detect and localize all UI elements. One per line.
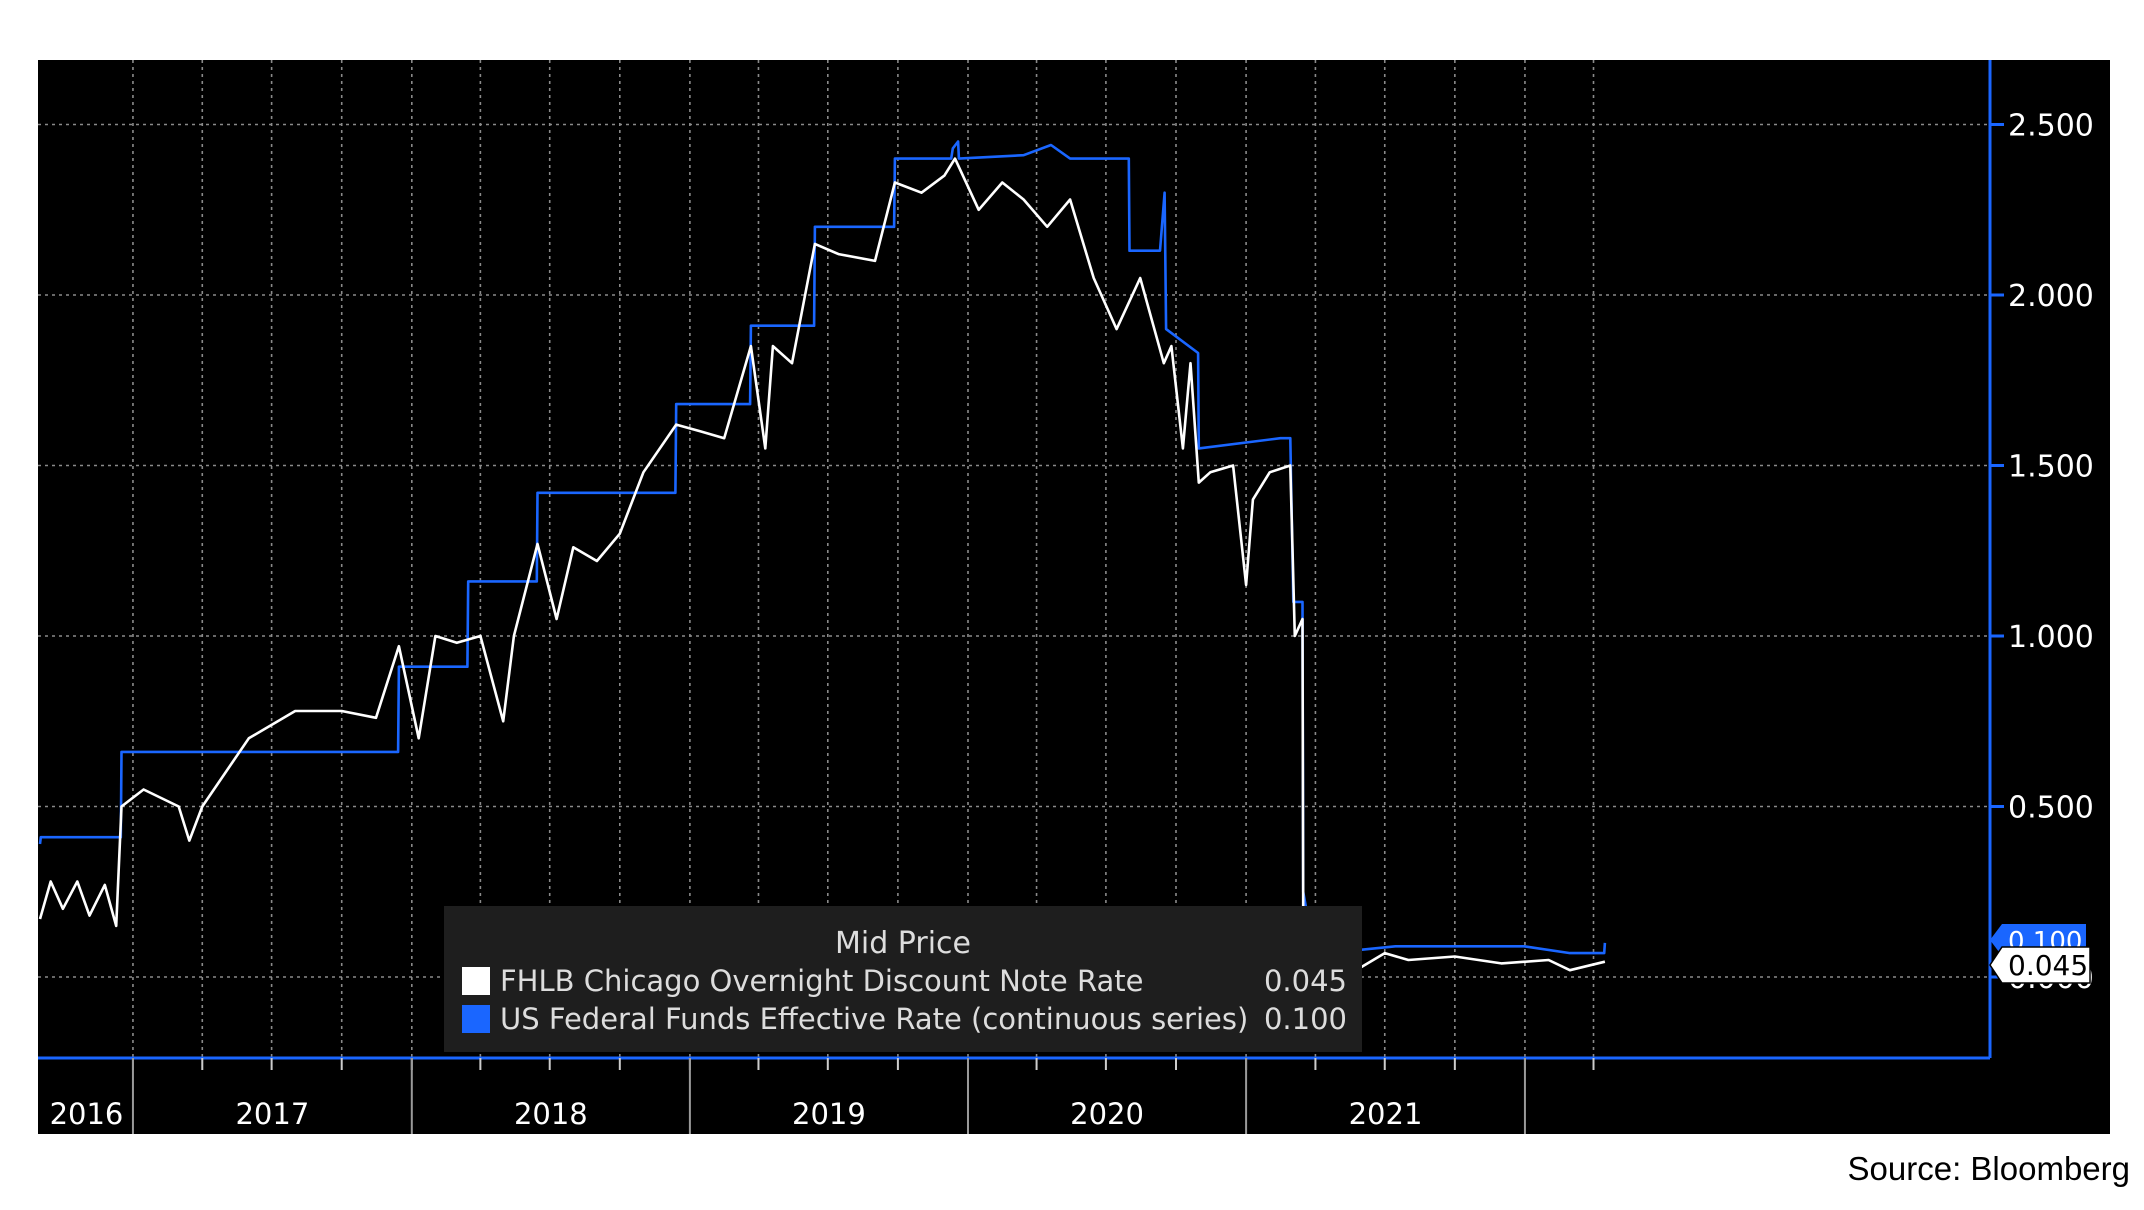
y-tick-label-3: 1.500 [2008,450,2094,485]
y-tick-label-2: 1.000 [2008,620,2094,655]
y-tick-label-4: 2.000 [2008,279,2094,314]
y-tick-label-1: 0.500 [2008,791,2094,826]
legend-item-fed-funds-label: US Federal Funds Effective Rate (continu… [500,1002,1248,1036]
last-value-label-white: 0.045 [2008,949,2088,982]
x-tick-label-2021: 2021 [1349,1097,1423,1131]
legend-item-fed-funds-swatch [462,1005,490,1033]
legend-item-fhlb-chicago: FHLB Chicago Overnight Discount Note Rat… [462,964,1347,998]
last-value-tag-white: 0.045 [1989,946,2091,984]
legend-item-fhlb-chicago-label: FHLB Chicago Overnight Discount Note Rat… [500,964,1143,998]
source-note: Source: Bloomberg [1847,1150,2130,1187]
legend-item-fed-funds-value: 0.100 [1264,1002,1347,1036]
legend-item-fhlb-chicago-swatch [462,967,490,995]
y-tick-label-5: 2.500 [2008,109,2094,144]
legend-item-fhlb-chicago-value: 0.045 [1264,964,1347,998]
series-line-fhlb-chicago [38,157,1606,972]
legend-item-fed-funds: US Federal Funds Effective Rate (continu… [462,1002,1347,1036]
x-tick-label-2018: 2018 [514,1097,588,1131]
x-tick-label-2017: 2017 [235,1097,309,1131]
last-value-tag-white-shape [1989,946,2091,984]
legend-background [444,906,1362,1052]
legend-title: Mid Price [835,926,971,961]
x-tick-label-2019: 2019 [792,1097,866,1131]
x-tick-label-2016: 2016 [50,1097,124,1131]
x-tick-label-2020: 2020 [1070,1097,1144,1131]
